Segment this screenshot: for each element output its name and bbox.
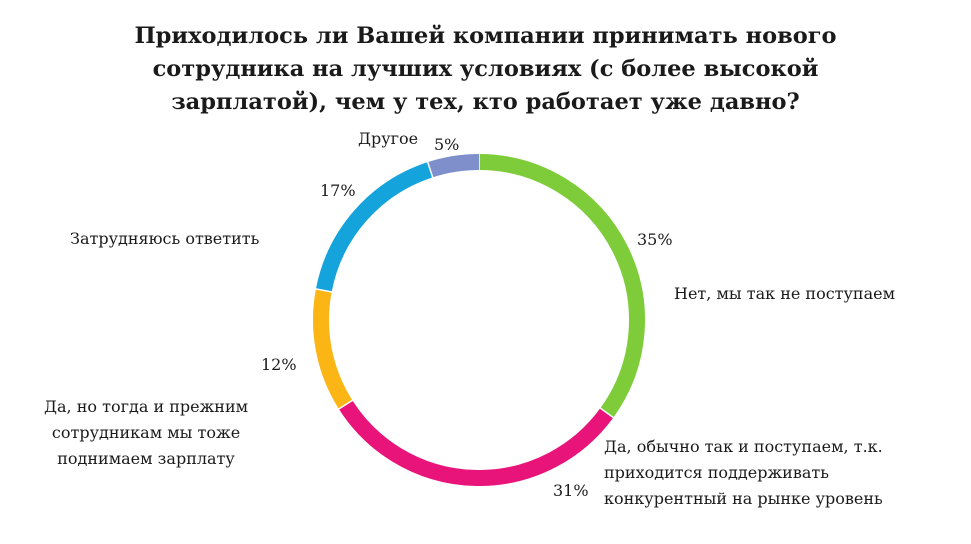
donut-slice-da-obychno (338, 400, 614, 486)
slice-separator (426, 160, 434, 179)
value-label-12: 12% (261, 355, 297, 374)
category-label-drugoe: Другое (358, 129, 419, 148)
chart-title-line: зарплатой), чем у тех, кто работает уже … (171, 89, 800, 115)
donut-slice-drugoe (427, 154, 480, 178)
category-label-net: Нет, мы так не поступаем (674, 284, 896, 303)
category-label-da-no: Да, но тогда и прежним сотрудникам мы то… (44, 397, 249, 468)
value-label-35: 35% (637, 230, 673, 249)
chart-title-line: Приходилось ли Вашей компании принимать … (134, 23, 837, 49)
chart-title-line: сотрудника на лучших условиях (с более в… (152, 56, 819, 82)
slice-separator (599, 406, 615, 419)
category-label-da-obychno: Да, обычно так и поступаем, т.к. приходи… (604, 437, 883, 508)
value-label-17: 17% (320, 181, 356, 200)
slice-separator (314, 287, 333, 293)
value-label-5: 5% (434, 135, 460, 154)
value-label-31: 31% (553, 481, 589, 500)
category-label-zatrudnyayus: Затрудняюсь ответить (70, 229, 260, 248)
chart-title: Приходилось ли Вашей компании принимать … (0, 20, 971, 119)
donut-slice-net (478, 154, 645, 418)
slice-separator (337, 399, 354, 411)
donut-slice-zatrudnyayus (315, 162, 433, 292)
donut-slice-da-no (313, 288, 353, 409)
